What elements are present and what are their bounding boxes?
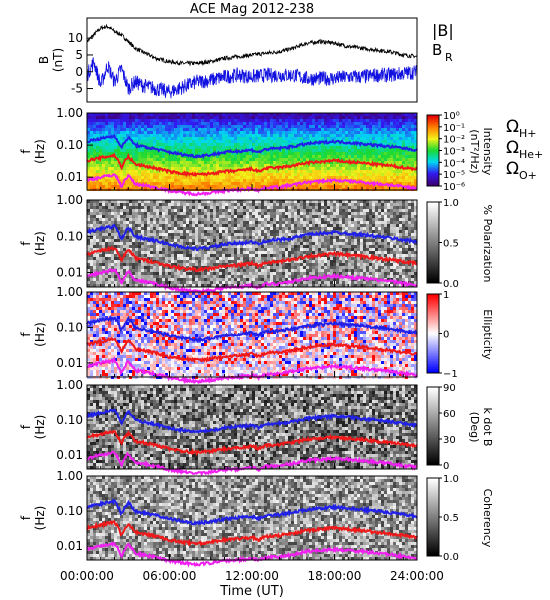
colorbar-tick-label: 0 — [443, 330, 449, 341]
colorbar-tick-label: 30 — [443, 435, 456, 446]
panel-frame — [86, 17, 418, 103]
colorbar-label: Intensity — [481, 128, 494, 176]
gyrofrequency-line-Hplus — [86, 498, 418, 526]
colorbar-tick-label: −1 — [443, 369, 458, 380]
gyrofrequency-line-Hplus — [86, 408, 418, 434]
colorbar — [427, 387, 439, 466]
colorbar-tick-label: 0.5 — [443, 239, 459, 250]
colorbar-tick-label: 1 — [443, 290, 449, 301]
colorbar-label-unit: (Deg) — [468, 412, 481, 443]
colorbar-tick-label: 0.0 — [443, 279, 459, 290]
legend-bmag: |B| — [432, 21, 454, 40]
y-tick-label: 0.10 — [56, 138, 83, 152]
x-tick-label: 18:00:00 — [308, 569, 362, 583]
y-axis-label-unit: (nT) — [51, 48, 65, 72]
legend-subscript: H+ — [519, 127, 537, 140]
y-tick-label: -5 — [71, 82, 83, 96]
x-tick-label: 12:00:00 — [225, 569, 279, 583]
colorbar-frame — [426, 386, 440, 466]
gyrofrequency-line-Hplus — [86, 223, 418, 252]
y-tick-label: 0.01 — [56, 448, 83, 462]
y-axis-label: f — [19, 515, 33, 520]
colorbar-label: % Polarization — [481, 205, 494, 283]
y-axis-label: f — [19, 241, 33, 246]
y-tick-label: 1.00 — [56, 469, 83, 483]
y-axis-label-unit: (Hz) — [33, 322, 47, 347]
y-axis-label-unit: (Hz) — [33, 139, 47, 164]
y-axis-label: f — [19, 149, 33, 154]
colorbar-label: Coherency — [481, 489, 494, 548]
y-tick-label: 0.01 — [56, 539, 83, 553]
y-tick-label: 1.00 — [56, 193, 83, 207]
colorbar-tick-label: 0.0 — [443, 552, 459, 563]
gyrofrequency-line-Heplus — [86, 245, 418, 273]
x-tick-label: 00:00:00 — [60, 569, 114, 583]
y-tick-label: 0.01 — [56, 356, 83, 370]
y-tick-label: 0.01 — [56, 266, 83, 280]
y-tick-label: 5 — [75, 48, 83, 62]
colorbar — [427, 202, 439, 284]
gyrofrequency-line-Heplus — [86, 519, 418, 547]
colorbar — [427, 478, 439, 557]
y-tick-label: 1.00 — [56, 378, 83, 392]
colorbar-label: k dot B — [481, 408, 494, 447]
y-tick-label: 1.00 — [56, 285, 83, 299]
y-tick-label: 0.10 — [56, 413, 83, 427]
colorbar-tick-label: 60 — [443, 409, 456, 420]
y-axis-label-unit: (Hz) — [33, 415, 47, 440]
y-tick-label: 0.10 — [56, 229, 83, 243]
y-axis-label-unit: (Hz) — [33, 506, 47, 531]
colorbar-tick-label: 10⁻² — [443, 135, 465, 146]
y-tick-label: 0.10 — [56, 504, 83, 518]
colorbar-tick-label: 10⁻⁵ — [443, 170, 465, 181]
colorbar — [427, 294, 439, 374]
y-tick-label: 10 — [68, 31, 83, 45]
legend-subscript: O+ — [519, 169, 537, 182]
gyrofrequency-line-Heplus — [86, 152, 418, 178]
colorbar-tick-label: 10⁻³ — [443, 147, 465, 158]
colorbar-label-unit: (nT²/Hz) — [468, 129, 481, 173]
y-tick-label: 0.01 — [56, 170, 83, 184]
gyrofrequency-line-Hplus — [86, 314, 418, 344]
x-axis-label: Time (UT) — [219, 584, 284, 599]
gyrofrequency-line-Heplus — [86, 336, 418, 364]
gyrofrequency-line-Heplus — [86, 429, 418, 457]
colorbar-tick-label: 1.0 — [443, 474, 459, 485]
line-series-bmag — [86, 23, 418, 67]
y-tick-label: 0.10 — [56, 320, 83, 334]
y-axis-label: B — [37, 56, 51, 64]
y-tick-label: 1.00 — [56, 106, 83, 120]
figure-title: ACE Mag 2012-238 — [190, 2, 314, 17]
y-axis-label: f — [19, 424, 33, 429]
colorbar-tick-label: 10⁰ — [443, 111, 460, 122]
legend-omega-Oplus: Ω — [506, 159, 519, 179]
colorbar-tick-label: 0.5 — [443, 513, 459, 524]
y-axis-label-unit: (Hz) — [33, 231, 47, 256]
colorbar-tick-label: 90 — [443, 383, 456, 394]
spectrogram-image — [87, 292, 417, 379]
spectrogram-image — [87, 385, 417, 469]
legend-br: B — [432, 41, 442, 59]
legend-br-subscript: R — [445, 51, 453, 64]
colorbar-tick-label: 1.0 — [443, 198, 459, 209]
y-axis-label: f — [19, 332, 33, 337]
line-series-br — [86, 57, 418, 99]
x-tick-label: 24:00:00 — [390, 569, 444, 583]
legend-omega-Heplus: Ω — [506, 138, 519, 158]
x-tick-label: 06:00:00 — [143, 569, 197, 583]
colorbar-label: Ellipticity — [481, 309, 494, 360]
colorbar-tick-label: 0 — [443, 461, 449, 472]
y-tick-label: 0 — [75, 65, 83, 79]
legend-subscript: He+ — [519, 148, 543, 161]
gyrofrequency-line-Hplus — [87, 133, 418, 160]
legend-omega-Hplus: Ω — [506, 117, 519, 137]
colorbar — [427, 115, 439, 187]
colorbar-tick-label: 10⁻⁶ — [443, 182, 465, 193]
colorbar-tick-label: 10⁻¹ — [443, 123, 465, 134]
colorbar-tick-label: 10⁻⁴ — [443, 158, 465, 169]
